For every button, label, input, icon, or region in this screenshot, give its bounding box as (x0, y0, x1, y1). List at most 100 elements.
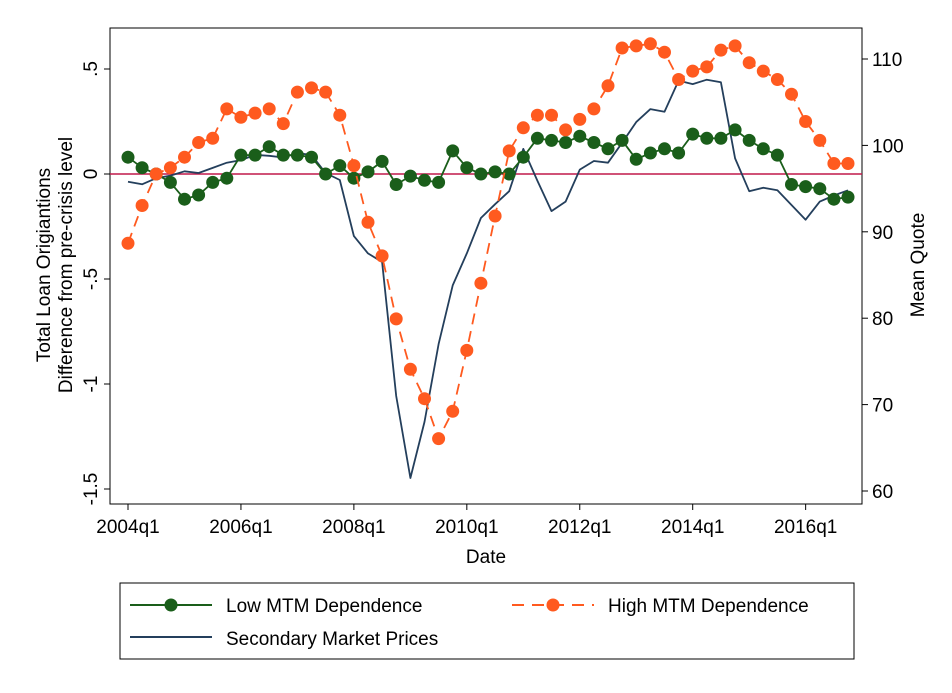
data-point-high-mtm-dependence (629, 39, 643, 53)
data-point-high-mtm-dependence (643, 37, 657, 51)
data-point-low-mtm-dependence (785, 178, 798, 191)
data-point-high-mtm-dependence (135, 199, 149, 212)
data-point-low-mtm-dependence (686, 127, 700, 141)
data-point-high-mtm-dependence (361, 215, 375, 229)
data-point-high-mtm-dependence (333, 108, 347, 122)
data-point-low-mtm-dependence (135, 161, 149, 175)
data-point-low-mtm-dependence (305, 150, 318, 164)
data-point-low-mtm-dependence (446, 144, 460, 158)
data-point-low-mtm-dependence (827, 192, 841, 206)
y-right-tick-label: 100 (872, 136, 904, 157)
data-point-low-mtm-dependence (206, 175, 220, 189)
data-point-high-mtm-dependence (149, 167, 163, 181)
y-left-axis-title-line1: Total Loan Origiantions (34, 168, 55, 362)
data-point-low-mtm-dependence (262, 140, 276, 154)
data-point-high-mtm-dependence (700, 60, 714, 74)
data-point-high-mtm-dependence (121, 236, 135, 250)
data-point-high-mtm-dependence (163, 161, 177, 175)
y-left-tick-label: -.5 (81, 268, 102, 290)
x-tick-label: 2006q1 (209, 517, 272, 538)
data-point-low-mtm-dependence (403, 169, 417, 183)
legend-marker-high (546, 598, 560, 612)
legend-marker-low (164, 598, 178, 612)
legend-label-secondary: Secondary Market Prices (226, 629, 438, 650)
data-point-low-mtm-dependence (474, 167, 488, 181)
axes: -1.5 -1 -.5 0 .5 60 70 80 90 100 110 2004q1 2006q1 20… (81, 50, 904, 538)
data-point-high-mtm-dependence (474, 276, 488, 290)
x-tick-label: 2010q1 (435, 517, 498, 538)
data-point-low-mtm-dependence (290, 148, 304, 162)
y-left-tick-label: .5 (81, 61, 102, 77)
data-point-high-mtm-dependence (389, 312, 403, 326)
data-point-low-mtm-dependence (756, 142, 770, 156)
data-point-high-mtm-dependence (516, 121, 530, 135)
data-point-low-mtm-dependence (234, 148, 248, 162)
data-point-low-mtm-dependence (629, 152, 643, 166)
data-point-high-mtm-dependence (770, 73, 784, 86)
data-point-high-mtm-dependence (573, 112, 587, 126)
data-point-high-mtm-dependence (827, 157, 841, 170)
data-point-high-mtm-dependence (248, 106, 262, 120)
data-point-high-mtm-dependence (290, 85, 304, 99)
data-point-low-mtm-dependence (375, 154, 389, 168)
data-point-low-mtm-dependence (418, 173, 431, 187)
data-point-high-mtm-dependence (559, 123, 573, 137)
x-tick-label: 2004q1 (96, 517, 159, 538)
data-point-high-mtm-dependence (686, 64, 700, 78)
data-point-high-mtm-dependence (742, 56, 756, 70)
data-point-high-mtm-dependence (178, 150, 191, 164)
data-point-high-mtm-dependence (305, 81, 318, 95)
data-point-low-mtm-dependence (488, 165, 502, 179)
data-point-high-mtm-dependence (714, 43, 728, 57)
data-point-low-mtm-dependence (502, 167, 516, 181)
data-point-low-mtm-dependence (643, 146, 657, 160)
data-point-high-mtm-dependence (530, 108, 544, 122)
data-point-low-mtm-dependence (672, 146, 686, 160)
data-point-high-mtm-dependence (460, 343, 474, 357)
data-point-low-mtm-dependence (460, 161, 474, 175)
y-left-axis-title-line2: Difference from pre-crisis level (56, 137, 77, 393)
data-point-high-mtm-dependence (841, 157, 855, 170)
data-point-low-mtm-dependence (573, 129, 587, 143)
data-point-high-mtm-dependence (319, 85, 333, 99)
data-point-high-mtm-dependence (347, 159, 361, 173)
series-high-mtm-dependence (121, 37, 855, 446)
data-point-low-mtm-dependence (432, 175, 446, 189)
data-point-low-mtm-dependence (192, 188, 206, 202)
x-axis-title: Date (466, 547, 506, 568)
data-point-low-mtm-dependence (714, 131, 728, 145)
y-right-tick-label: 60 (872, 482, 893, 503)
data-point-low-mtm-dependence (813, 182, 827, 196)
data-point-high-mtm-dependence (234, 110, 248, 124)
plot-area (109, 27, 863, 505)
data-point-low-mtm-dependence (178, 192, 191, 206)
data-point-high-mtm-dependence (813, 133, 827, 147)
data-point-low-mtm-dependence (841, 190, 855, 204)
data-point-high-mtm-dependence (545, 108, 558, 122)
y-right-axis-title: Mean Quote (908, 213, 929, 318)
data-point-low-mtm-dependence (770, 148, 784, 162)
data-point-low-mtm-dependence (530, 131, 544, 145)
data-point-high-mtm-dependence (672, 73, 686, 86)
y-right-tick-label: 110 (872, 50, 902, 71)
series-line-high-mtm-dependence (127, 42, 848, 440)
data-point-low-mtm-dependence (601, 142, 615, 156)
series-low-mtm-dependence (121, 123, 855, 206)
x-tick-label: 2008q1 (322, 517, 385, 538)
legend-box (119, 582, 855, 660)
data-point-high-mtm-dependence (728, 39, 742, 53)
data-point-low-mtm-dependence (248, 148, 262, 162)
data-point-low-mtm-dependence (361, 165, 375, 179)
data-point-low-mtm-dependence (559, 136, 573, 149)
data-point-high-mtm-dependence (432, 432, 446, 446)
data-point-high-mtm-dependence (587, 102, 601, 116)
y-left-tick-label: -1.5 (81, 473, 102, 506)
data-point-low-mtm-dependence (389, 178, 403, 191)
data-point-high-mtm-dependence (785, 87, 798, 101)
data-point-low-mtm-dependence (545, 133, 558, 147)
series-secondary-market-prices (127, 78, 849, 479)
data-point-low-mtm-dependence (333, 159, 347, 173)
data-point-high-mtm-dependence (488, 209, 502, 223)
data-point-high-mtm-dependence (375, 249, 389, 263)
